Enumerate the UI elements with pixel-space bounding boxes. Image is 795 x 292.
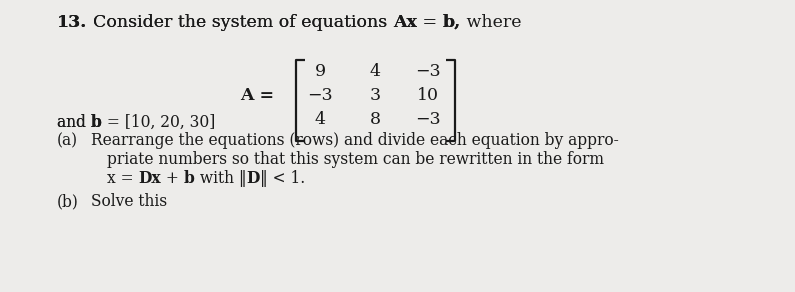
Text: b: b (184, 170, 195, 187)
Text: Consider the system of equations: Consider the system of equations (93, 14, 393, 31)
Text: 3: 3 (370, 86, 381, 103)
Text: A =: A = (240, 86, 280, 103)
Text: 13.: 13. (57, 14, 87, 31)
Text: 13.: 13. (57, 14, 87, 31)
Text: Consider the system of equations: Consider the system of equations (93, 14, 393, 31)
Text: b: b (91, 114, 102, 131)
Text: (b): (b) (57, 193, 79, 210)
Text: where: where (461, 14, 522, 31)
Text: Ax: Ax (393, 14, 417, 31)
Text: −3: −3 (415, 62, 440, 79)
Text: 10: 10 (417, 86, 439, 103)
Text: Rearrange the equations (rows) and divide each equation by appro-: Rearrange the equations (rows) and divid… (91, 132, 619, 149)
Text: =: = (417, 14, 443, 31)
Text: =: = (417, 14, 443, 31)
Text: −3: −3 (415, 110, 440, 128)
Text: Ax: Ax (393, 14, 417, 31)
Text: Solve this: Solve this (91, 193, 167, 210)
Text: −3: −3 (307, 86, 333, 103)
Text: and: and (57, 114, 91, 131)
Text: x =: x = (107, 170, 138, 187)
Text: (a): (a) (57, 132, 78, 149)
Text: priate numbers so that this system can be rewritten in the form: priate numbers so that this system can b… (107, 151, 604, 168)
Text: b,: b, (443, 14, 461, 31)
Text: +: + (161, 170, 184, 187)
Text: D: D (246, 170, 260, 187)
Text: 4: 4 (315, 110, 325, 128)
Text: 8: 8 (370, 110, 381, 128)
Text: = [10, 20, 30]: = [10, 20, 30] (102, 114, 215, 131)
Text: ‖ < 1.: ‖ < 1. (260, 170, 305, 187)
Text: and: and (57, 114, 91, 131)
Text: Dx: Dx (138, 170, 161, 187)
Text: 4: 4 (370, 62, 381, 79)
Text: b: b (91, 114, 102, 131)
Text: b,: b, (443, 14, 461, 31)
Text: with ‖: with ‖ (195, 170, 246, 187)
Text: 9: 9 (315, 62, 326, 79)
